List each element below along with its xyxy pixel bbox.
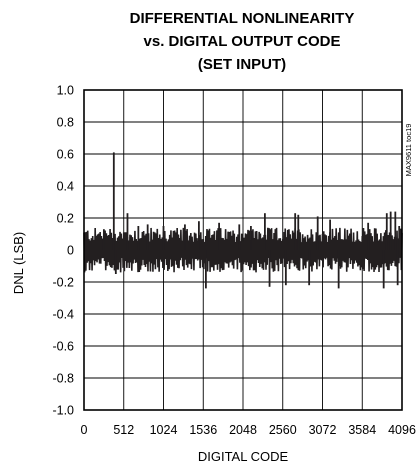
chart-title-line-3: (SET INPUT) xyxy=(198,56,286,73)
x-tick-label: 4096 xyxy=(388,423,416,437)
x-tick-label: 2560 xyxy=(269,423,297,437)
y-tick-label: 0.8 xyxy=(57,116,74,130)
y-tick-labels: 1.0 0.8 0.6 0.4 0.2 0 -0.2 -0.4 -0.6 -0.8 -1.0 xyxy=(52,84,74,418)
x-tick-label: 1536 xyxy=(189,423,217,437)
y-tick-label: -0.8 xyxy=(52,372,74,386)
dnl-trace xyxy=(83,227,403,273)
y-axis-label: DNL (LSB) xyxy=(11,232,26,294)
chart-title-line-2: vs. DIGITAL OUTPUT CODE xyxy=(144,33,341,50)
y-tick-label: -0.4 xyxy=(52,308,74,322)
y-tick-label: 0.6 xyxy=(57,148,74,162)
y-tick-label: -1.0 xyxy=(52,404,74,418)
y-tick-label: 0.2 xyxy=(57,212,74,226)
y-tick-label: -0.2 xyxy=(52,276,74,290)
chart-title-line-1: DIFFERENTIAL NONLINEARITY xyxy=(130,10,355,27)
y-tick-label: 0 xyxy=(67,244,74,258)
x-tick-label: 2048 xyxy=(229,423,257,437)
x-tick-label: 512 xyxy=(113,423,134,437)
x-tick-label: 0 xyxy=(81,423,88,437)
y-tick-label: 0.4 xyxy=(57,180,74,194)
y-tick-label: -0.6 xyxy=(52,340,74,354)
x-axis-label: DIGITAL CODE xyxy=(198,449,289,464)
y-tick-label: 1.0 xyxy=(57,84,74,98)
plot-frame xyxy=(83,89,403,411)
dnl-series xyxy=(83,152,403,289)
x-tick-label: 3072 xyxy=(309,423,337,437)
x-tick-label: 1024 xyxy=(150,423,178,437)
x-tick-label: 3584 xyxy=(348,423,376,437)
x-tick-labels: 0 512 1024 1536 2048 2560 3072 3584 4096 xyxy=(81,423,416,437)
figure-id-note: MAX9611 toc19 xyxy=(404,124,413,177)
